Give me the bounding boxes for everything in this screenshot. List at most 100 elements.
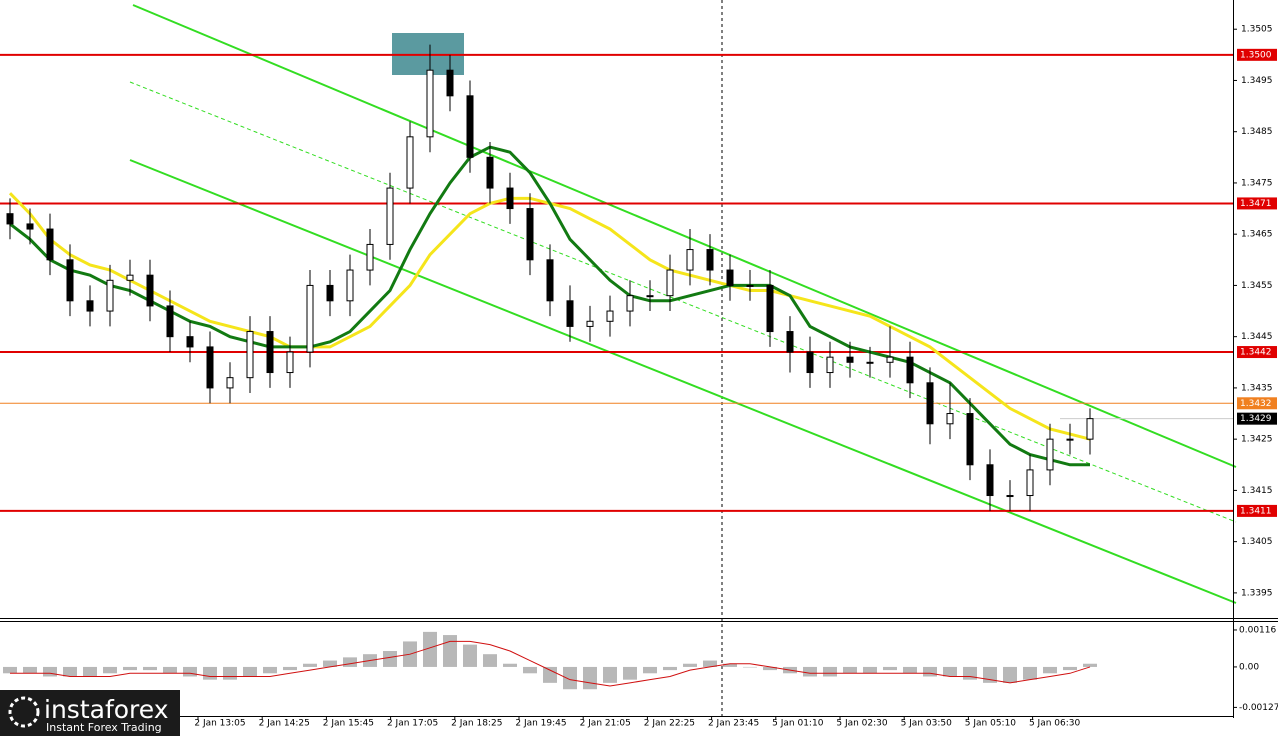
candle-body: [746, 284, 754, 287]
level-label: 1.3411: [1240, 506, 1272, 516]
candle-body: [786, 331, 794, 353]
level-tag: [1237, 504, 1277, 517]
y-tick-label: 1.3485: [1241, 127, 1273, 137]
candle-body: [266, 331, 274, 374]
macd-bar: [903, 666, 917, 674]
macd-bar: [463, 644, 477, 667]
candle-body: [146, 274, 154, 307]
level-label: 1.3432: [1240, 399, 1272, 409]
macd-bar: [943, 666, 957, 677]
candle-body: [586, 320, 594, 327]
candle-body: [386, 187, 394, 245]
macd-bar: [643, 666, 657, 674]
candle-body: [926, 382, 934, 425]
macd-bar: [143, 666, 157, 671]
level-tag: [1237, 197, 1277, 210]
candle-body: [46, 228, 54, 261]
candle-body: [126, 274, 134, 281]
macd-tick-label: -0.00127: [1239, 703, 1278, 713]
level-tag: [1237, 346, 1277, 359]
current-label: 1.3429: [1240, 414, 1272, 424]
x-tick-label: 2 Jan 23:45: [708, 719, 759, 729]
level-label: 1.3500: [1240, 50, 1272, 60]
logo-icon: [8, 696, 40, 728]
macd-bar: [723, 663, 737, 667]
candle-body: [86, 300, 94, 312]
macd-bar: [123, 666, 137, 671]
macd-bar: [43, 666, 57, 677]
logo-bg: [0, 690, 180, 736]
macd-bar: [523, 666, 537, 674]
x-tick-label: 5 Jan 06:30: [1029, 719, 1081, 729]
plot: [0, 0, 1237, 718]
candle-body: [506, 187, 514, 210]
candle-body: [306, 284, 314, 353]
candle-body: [486, 156, 494, 189]
macd-bar: [223, 666, 237, 680]
candle-body: [626, 295, 634, 312]
candle-body: [986, 464, 994, 497]
candle-body: [446, 69, 454, 97]
macd-bar: [743, 666, 757, 668]
candle-body: [886, 356, 894, 363]
macd-bar: [763, 666, 777, 671]
macd-bar: [23, 666, 37, 674]
x-tick-label: 2 Jan 21:05: [580, 719, 631, 729]
y-tick-label: 1.3415: [1241, 486, 1273, 496]
candle-body: [906, 356, 914, 384]
candle-body: [606, 310, 614, 322]
macd-bar: [283, 666, 297, 671]
macd-bar: [1063, 666, 1077, 671]
macd-signal: [10, 640, 1091, 687]
x-tick-label: 2 Jan 22:25: [644, 719, 695, 729]
candle-body: [826, 356, 834, 374]
level-tag: [1237, 397, 1277, 410]
macd-bar: [503, 663, 517, 667]
candle-body: [646, 295, 654, 298]
candle-body: [526, 208, 534, 261]
y-tick-label: 1.3455: [1241, 281, 1273, 291]
candle-body: [286, 351, 294, 374]
candle-body: [466, 95, 474, 158]
candle-body: [346, 269, 354, 302]
y-tick-label: 1.3445: [1241, 332, 1273, 342]
candle-body: [686, 249, 694, 271]
y-tick-label: 1.3465: [1241, 230, 1273, 240]
candle-body: [546, 259, 554, 302]
x-tick-label: 5 Jan 05:10: [965, 719, 1017, 729]
macd-bar: [663, 666, 677, 671]
candle-body: [766, 284, 774, 333]
level-label: 1.3471: [1240, 199, 1272, 209]
y-tick-label: 1.3405: [1241, 537, 1273, 547]
candle-body: [326, 284, 334, 302]
candle-body: [1026, 469, 1034, 497]
macd-bar: [343, 657, 357, 667]
candle-body: [206, 346, 214, 389]
y-tick-label: 1.3495: [1241, 76, 1273, 86]
macd-bar: [883, 666, 897, 671]
macd-bar: [703, 660, 717, 667]
candle-body: [26, 223, 34, 230]
x-tick-label: 2 Jan 15:45: [323, 719, 374, 729]
macd-bar: [163, 666, 177, 674]
candle-body: [106, 279, 114, 312]
x-tick-label: 5 Jan 01:10: [772, 719, 824, 729]
macd-bar: [823, 666, 837, 677]
candle-body: [666, 269, 674, 297]
brand-name: instaforex: [44, 695, 169, 724]
macd-bar: [543, 666, 557, 683]
macd-bar: [383, 650, 397, 667]
time-axis-line: [0, 716, 1234, 717]
macd-bar: [423, 631, 437, 667]
macd-bar: [683, 663, 697, 667]
channel-lower: [129, 159, 1237, 604]
y-tick-label: 1.3395: [1241, 588, 1273, 598]
macd-bar: [3, 666, 17, 674]
macd-bar: [1083, 663, 1097, 667]
candle-body: [966, 413, 974, 466]
y-tick-label: 1.3505: [1241, 25, 1273, 35]
macd-bar: [63, 666, 77, 677]
candle-body: [1086, 418, 1094, 440]
